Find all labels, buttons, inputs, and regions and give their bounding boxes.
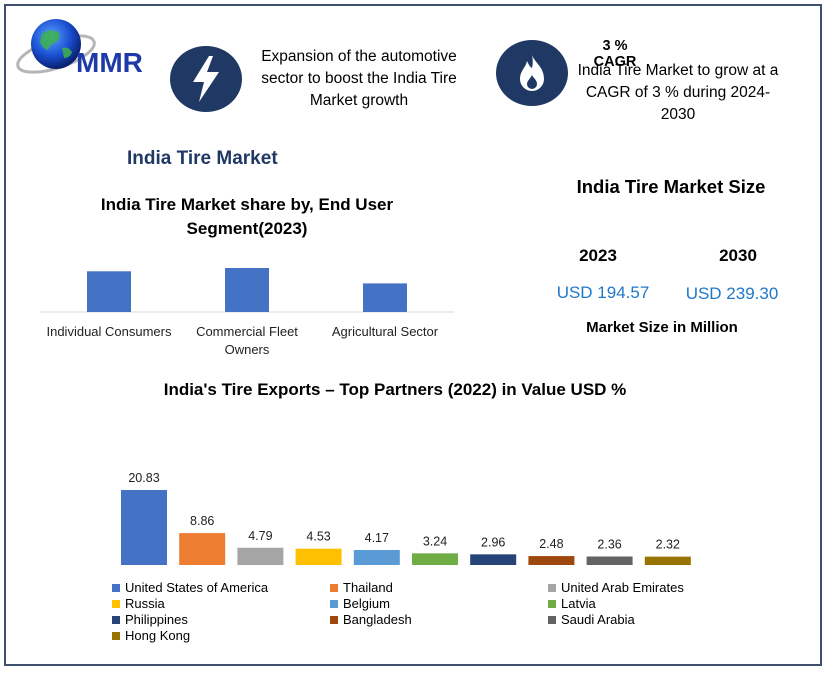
legend-item: Belgium: [330, 596, 390, 611]
section-title: India Tire Market: [127, 148, 278, 169]
legend-item: United States of America: [112, 580, 268, 595]
chart2-value-label: 8.86: [190, 514, 214, 528]
cagr-text: India Tire Market to grow at a CAGR of 3…: [577, 62, 779, 123]
legend-label: Philippines: [125, 612, 188, 627]
legend-label: Bangladesh: [343, 612, 412, 627]
driver-text: Expansion of the automotive sector to bo…: [261, 48, 457, 109]
legend-swatch: [112, 615, 120, 624]
chart2-value-label: 2.36: [597, 538, 621, 552]
chart2-value-label: 2.32: [656, 538, 680, 552]
year-2023: 2023: [579, 246, 617, 265]
chart1-bar: [363, 283, 407, 312]
chart2-value-label: 4.79: [248, 529, 272, 543]
chart2-value-label: 4.17: [365, 531, 389, 545]
legend-swatch: [330, 583, 338, 592]
legend-item: Philippines: [112, 612, 188, 627]
chart2-value-label: 4.53: [306, 530, 330, 544]
chart2-bar: [528, 556, 575, 565]
chart1-title: India Tire Market share by, End User Seg…: [100, 195, 394, 238]
legend-swatch: [548, 599, 556, 608]
legend-label: Belgium: [343, 596, 390, 611]
mmr-logo: MMR: [14, 14, 164, 84]
infographic-frame: [4, 4, 822, 666]
chart2-title: India's Tire Exports – Top Partners (202…: [163, 380, 627, 399]
legend-item: Bangladesh: [330, 612, 412, 627]
chart2-value-label: 2.96: [481, 535, 505, 549]
chart2-value-label: 20.83: [128, 471, 159, 485]
chart2-bar: [586, 556, 633, 565]
value-2023: USD 194.57: [556, 283, 650, 302]
year-2030: 2030: [719, 246, 757, 265]
legend-label: Thailand: [343, 580, 393, 595]
value-2030: USD 239.30: [685, 284, 779, 303]
chart2-bar: [121, 490, 167, 565]
chart2-bar: [644, 556, 691, 565]
legend-label: Saudi Arabia: [561, 612, 635, 627]
chart2-bar: [412, 553, 458, 565]
chart2-bar: [179, 533, 226, 565]
cagr-title: 3 % CAGR: [593, 38, 637, 70]
chart1-category-label: Owners: [225, 342, 270, 357]
flame-icon: [520, 55, 544, 91]
exports-legend: United States of America Thailand United A…: [112, 580, 712, 650]
chart2-bar: [353, 549, 400, 565]
lightning-badge: [170, 46, 242, 112]
market-size-unit-note: Market Size in Million: [586, 319, 738, 336]
legend-item: United Arab Emirates: [548, 580, 684, 595]
legend-swatch: [112, 631, 120, 640]
logo-text: MMR: [76, 47, 143, 78]
flame-badge: [496, 40, 568, 106]
legend-item: Saudi Arabia: [548, 612, 635, 627]
market-size-title: India Tire Market Size: [576, 176, 766, 197]
legend-label: Hong Kong: [125, 628, 191, 643]
legend-swatch: [330, 615, 338, 624]
chart1-category-label: Commercial Fleet: [196, 324, 298, 339]
legend-label: United Arab Emirates: [561, 580, 684, 595]
legend-swatch: [548, 615, 556, 624]
chart2-bar: [470, 554, 517, 565]
chart1-category-label: Individual Consumers: [46, 324, 172, 339]
end-user-chart: Individual Consumers Commercial Fleet Owne…: [40, 268, 454, 357]
legend-item: Russia: [112, 596, 165, 611]
chart2-bar: [295, 548, 342, 565]
legend-item: Thailand: [330, 580, 393, 595]
chart1-bar: [225, 268, 269, 312]
legend-swatch: [330, 599, 338, 608]
chart2-bar: [237, 547, 284, 565]
legend-item: Latvia: [548, 596, 596, 611]
legend-label: Latvia: [561, 596, 596, 611]
legend-label: Russia: [125, 596, 165, 611]
legend-item: Hong Kong: [112, 628, 190, 643]
chart2-value-label: 3.24: [423, 534, 447, 548]
legend-label: United States of America: [125, 580, 269, 595]
legend-swatch: [112, 599, 120, 608]
legend-swatch: [112, 583, 120, 592]
legend-swatch: [548, 583, 556, 592]
lightning-icon: [193, 56, 219, 102]
chart1-category-label: Agricultural Sector: [332, 324, 439, 339]
chart1-bar: [87, 271, 131, 312]
chart2-value-label: 2.48: [539, 537, 563, 551]
exports-chart: 20.83 8.86 4.79 4.53 4.17 3.24 2.96 2.48 2.36 2.3…: [121, 471, 691, 565]
